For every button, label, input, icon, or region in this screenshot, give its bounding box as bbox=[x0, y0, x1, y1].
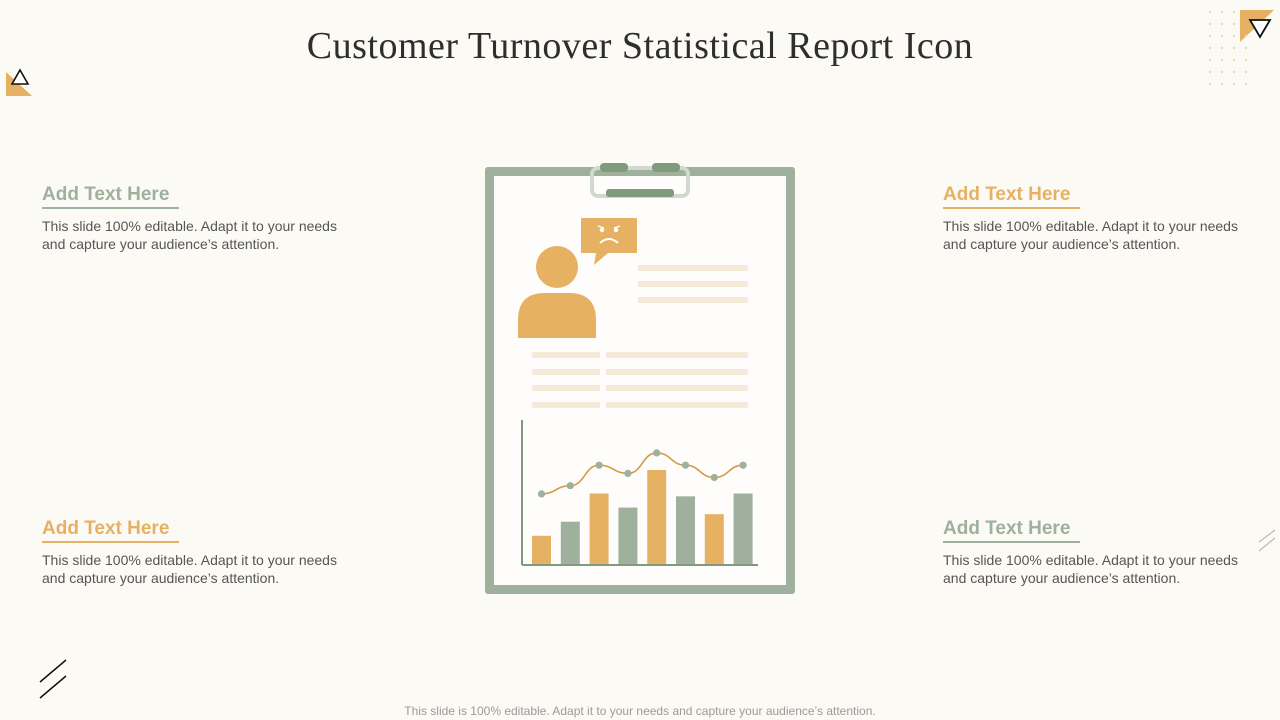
bar-line-chart-icon bbox=[521, 420, 758, 566]
chart-bar bbox=[589, 493, 609, 564]
chart-bar bbox=[560, 521, 580, 564]
block-body: This slide 100% editable. Adapt it to yo… bbox=[943, 218, 1238, 252]
chart-bar bbox=[704, 514, 724, 564]
chart-point bbox=[739, 461, 747, 469]
chart-point bbox=[653, 449, 661, 457]
chart-point bbox=[624, 469, 632, 477]
corner-triangle-icon-right bbox=[1240, 10, 1274, 42]
block-heading: Add Text Here bbox=[943, 184, 1081, 209]
text-block-top-right: Add Text Here This slide 100% editable. … bbox=[943, 184, 1253, 253]
chart-bar bbox=[532, 535, 551, 564]
clipboard-icon bbox=[485, 163, 795, 594]
person-icon bbox=[518, 246, 596, 338]
chart-bar bbox=[647, 470, 667, 564]
page-title: Customer Turnover Statistical Report Ico… bbox=[306, 25, 974, 67]
chart-bar bbox=[733, 493, 753, 564]
dot-grid-decoration bbox=[1208, 10, 1248, 86]
chart-bar bbox=[676, 496, 695, 564]
block-heading: Add Text Here bbox=[42, 184, 180, 209]
text-block-top-left: Add Text Here This slide 100% editable. … bbox=[42, 184, 352, 253]
chart-point bbox=[595, 461, 603, 469]
text-block-bottom-left: Add Text Here This slide 100% editable. … bbox=[42, 518, 352, 587]
block-heading: Add Text Here bbox=[943, 518, 1081, 543]
chart-point bbox=[566, 482, 574, 490]
footer-note: This slide is 100% editable. Adapt it to… bbox=[404, 704, 876, 718]
slash-lines-decoration-right bbox=[1258, 529, 1276, 552]
block-body: This slide 100% editable. Adapt it to yo… bbox=[943, 552, 1238, 586]
block-heading: Add Text Here bbox=[42, 518, 180, 543]
chart-point bbox=[710, 473, 718, 482]
block-body: This slide 100% editable. Adapt it to yo… bbox=[42, 552, 337, 586]
corner-triangle-icon-left bbox=[6, 68, 32, 96]
chart-bar bbox=[618, 507, 638, 564]
slash-lines-decoration-left bbox=[39, 659, 67, 699]
sad-face-speech-bubble-icon bbox=[581, 218, 637, 265]
text-block-bottom-right: Add Text Here This slide 100% editable. … bbox=[943, 518, 1253, 587]
chart-point bbox=[681, 461, 690, 469]
chart-point bbox=[537, 490, 546, 498]
block-body: This slide 100% editable. Adapt it to yo… bbox=[42, 218, 337, 252]
